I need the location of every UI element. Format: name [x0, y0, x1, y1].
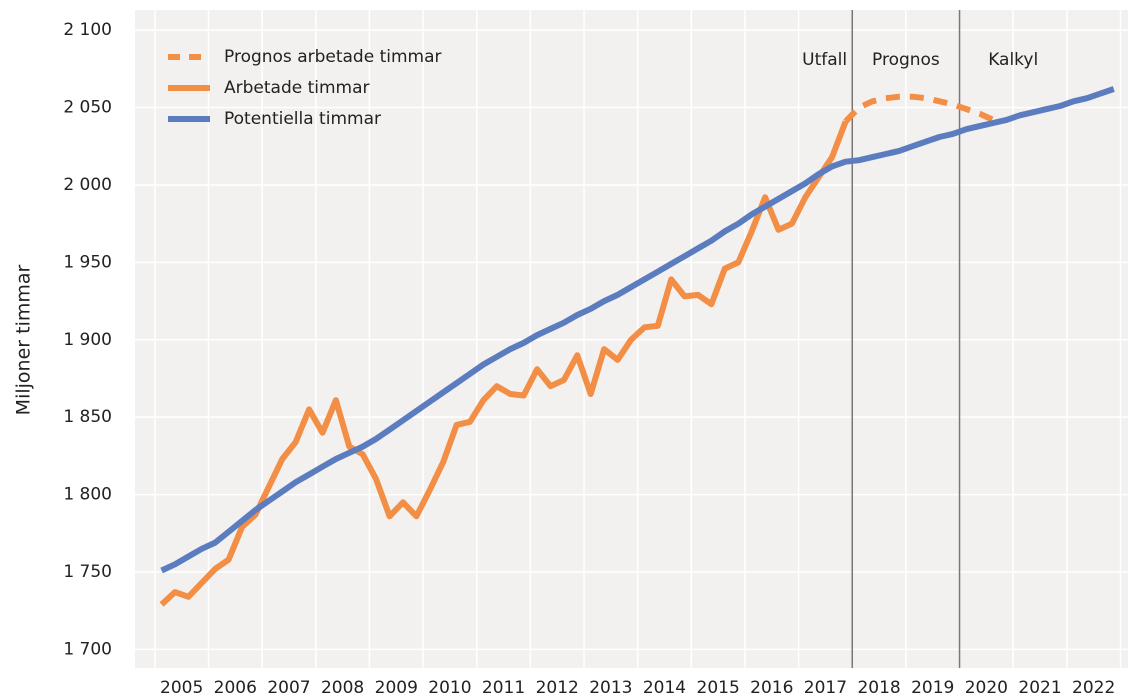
x-tick-label: 2013	[589, 678, 632, 697]
period-label: Prognos	[872, 50, 940, 70]
y-tick-label: 1 850	[63, 407, 112, 427]
y-tick-label: 2 050	[63, 98, 112, 118]
series-line	[160, 86, 1115, 574]
x-tick-label: 2021	[1018, 678, 1061, 697]
series-line	[159, 120, 849, 607]
legend-label: Potentiella timmar	[224, 109, 381, 129]
x-tick-label: 2022	[1072, 678, 1115, 697]
x-tick-label: 2019	[911, 678, 954, 697]
y-tick-label: 1 800	[63, 485, 112, 505]
x-tick-label: 2006	[214, 678, 257, 697]
x-tick-label: 2009	[375, 678, 418, 697]
y-tick-label: 2 100	[63, 20, 112, 40]
y-tick-label: 2 000	[63, 175, 112, 195]
x-tick-label: 2016	[750, 678, 793, 697]
x-tick-label: 2012	[536, 678, 579, 697]
y-tick-label: 1 950	[63, 252, 112, 272]
y-tick-label: 1 750	[63, 562, 112, 582]
series-line	[843, 93, 995, 124]
x-tick-label: 2014	[643, 678, 686, 697]
y-tick-label: 1 700	[63, 639, 112, 659]
x-tick-label: 2005	[160, 678, 203, 697]
period-label: Kalkyl	[988, 50, 1038, 70]
x-tick-label: 2017	[804, 678, 847, 697]
x-tick-label: 2020	[965, 678, 1008, 697]
x-tick-label: 2007	[267, 678, 310, 697]
x-tick-label: 2015	[697, 678, 740, 697]
x-tick-label: 2008	[321, 678, 364, 697]
y-axis-label: Miljoner timmar	[13, 264, 35, 415]
x-tick-label: 2018	[857, 678, 900, 697]
x-tick-label: 2010	[428, 678, 471, 697]
legend-label: Prognos arbetade timmar	[224, 47, 442, 67]
legend-label: Arbetade timmar	[224, 78, 370, 98]
y-tick-label: 1 900	[63, 330, 112, 350]
period-label: Utfall	[802, 50, 847, 70]
x-tick-label: 2011	[482, 678, 525, 697]
